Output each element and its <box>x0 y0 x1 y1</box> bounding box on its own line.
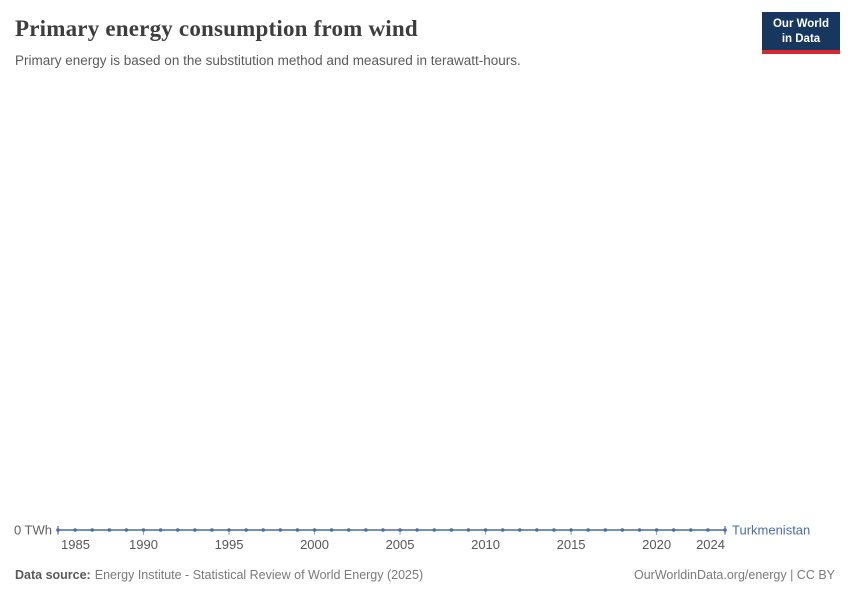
data-point[interactable] <box>552 528 556 532</box>
owid-logo[interactable]: Our World in Data <box>762 12 840 55</box>
x-tick-label: 2005 <box>386 537 415 552</box>
data-source: Data source: Energy Institute - Statistic… <box>15 568 423 582</box>
data-point[interactable] <box>244 528 248 532</box>
data-point[interactable] <box>586 528 590 532</box>
data-point[interactable] <box>432 528 437 532</box>
data-point[interactable] <box>723 528 727 532</box>
data-point[interactable] <box>261 528 266 532</box>
x-tick-label: 1985 <box>61 537 90 552</box>
data-point[interactable] <box>654 528 659 532</box>
data-point[interactable] <box>706 528 710 532</box>
data-point[interactable] <box>175 528 180 532</box>
data-point[interactable] <box>620 528 625 532</box>
x-tick-label: 1995 <box>215 537 244 552</box>
data-point[interactable] <box>227 528 231 532</box>
data-point[interactable] <box>124 528 129 532</box>
data-point[interactable] <box>295 528 300 532</box>
data-point[interactable] <box>158 528 163 532</box>
chart-footer: Data source: Energy Institute - Statistic… <box>15 568 835 582</box>
owid-logo-line1: Our World <box>772 18 829 30</box>
data-point[interactable] <box>483 528 488 532</box>
data-point[interactable] <box>278 528 283 532</box>
data-point[interactable] <box>346 528 351 532</box>
data-point[interactable] <box>688 528 693 532</box>
attribution-link[interactable]: OurWorldinData.org/energy | CC BY <box>633 568 835 582</box>
data-point[interactable] <box>500 528 505 532</box>
data-point[interactable] <box>364 528 368 532</box>
x-tick-label: 2010 <box>471 537 500 552</box>
data-point[interactable] <box>329 528 334 532</box>
x-tick-label: 2015 <box>557 537 586 552</box>
data-point[interactable] <box>90 528 95 532</box>
data-source-link[interactable]: Energy Institute - Statistical Review of… <box>94 568 424 582</box>
chart-plot[interactable]: 0 TWh 1985 1990 1995 2000 2005 2010 2015 2020 202… <box>0 470 850 565</box>
x-tick-label: 2024 <box>696 537 725 552</box>
data-point[interactable] <box>535 528 539 532</box>
data-point[interactable] <box>398 528 402 532</box>
data-point[interactable] <box>73 528 77 532</box>
data-point[interactable] <box>671 528 676 532</box>
data-point[interactable] <box>107 528 112 532</box>
chart-subtitle: Primary energy is based on the substitut… <box>15 53 521 68</box>
page-title: Primary energy consumption from wind <box>15 16 418 41</box>
x-tick-label: 2020 <box>642 537 671 552</box>
data-point[interactable] <box>141 528 146 532</box>
data-point[interactable] <box>415 528 419 532</box>
data-point[interactable] <box>517 528 522 532</box>
data-point[interactable] <box>637 528 642 532</box>
data-point[interactable] <box>449 528 454 532</box>
data-point[interactable] <box>381 528 385 532</box>
owid-logo-line2: in Data <box>781 32 821 45</box>
entity-label[interactable]: Turkmenistan <box>732 523 810 538</box>
data-point[interactable] <box>56 528 60 532</box>
x-tick-label: 1990 <box>129 537 158 552</box>
data-point[interactable] <box>569 528 573 532</box>
data-point[interactable] <box>466 528 471 532</box>
data-point[interactable] <box>603 528 608 532</box>
data-point[interactable] <box>312 528 317 532</box>
data-source-label: Data source: <box>15 568 91 582</box>
data-point[interactable] <box>193 528 197 532</box>
data-point[interactable] <box>210 528 214 532</box>
x-tick-label: 2000 <box>300 537 329 552</box>
y-axis-zero-label: 0 TWh <box>14 523 52 538</box>
